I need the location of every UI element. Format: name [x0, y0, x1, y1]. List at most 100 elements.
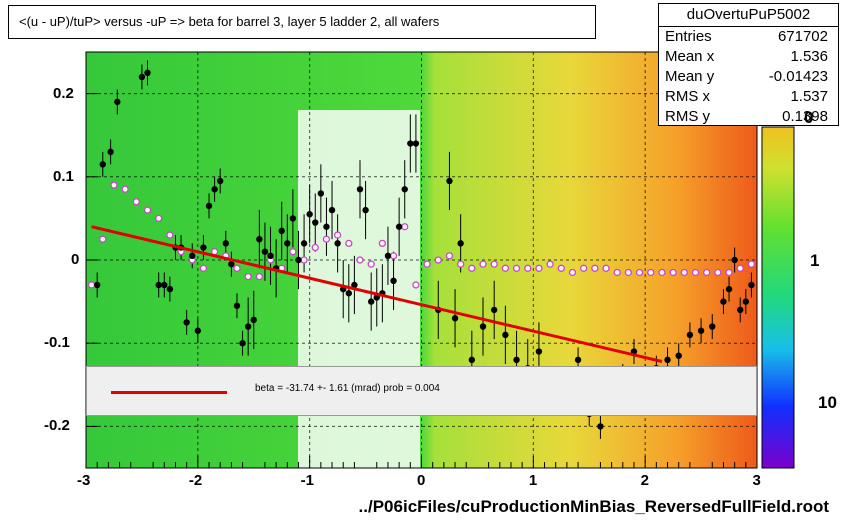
data-point [166, 285, 174, 293]
data-point [334, 240, 341, 247]
data-point [289, 215, 297, 222]
data-point [737, 306, 744, 314]
profile-point [501, 264, 510, 272]
stats-row-entries: Entries 671702 [659, 27, 838, 47]
data-point [731, 256, 738, 264]
x-tick-label: -3 [77, 472, 91, 489]
stats-value: 1.537 [790, 88, 828, 105]
data-point [261, 248, 269, 255]
data-point [306, 211, 313, 218]
data-point [155, 281, 162, 289]
profile-point [468, 264, 476, 272]
profile-point [412, 281, 420, 289]
data-point [709, 323, 716, 330]
data-point [256, 236, 263, 243]
data-point [222, 240, 229, 247]
data-point [250, 316, 257, 324]
data-point [597, 423, 604, 430]
profile-point [546, 260, 554, 268]
profile-point [557, 264, 565, 272]
profile-point [345, 239, 353, 248]
data-point [535, 348, 543, 355]
profile-point [624, 268, 633, 277]
profile-point [479, 260, 487, 268]
y-tick-label: 0 [71, 251, 80, 268]
profile-point [714, 268, 722, 277]
profile-point [725, 268, 733, 277]
data-point [267, 252, 274, 260]
data-point [323, 223, 330, 230]
data-point [390, 277, 397, 284]
profile-point [244, 272, 252, 281]
y-axis-ticks [86, 93, 98, 427]
y-tick-label: -0.1 [44, 334, 70, 352]
y-tick-label: -0.2 [44, 417, 70, 435]
profile-point [456, 260, 465, 268]
data-point [200, 244, 207, 251]
profile-point [289, 248, 297, 256]
profile-point [490, 260, 498, 268]
data-point [114, 98, 121, 106]
z-scale-frame [761, 126, 795, 469]
stats-row-rms-y: RMS y 0.1398 [659, 107, 838, 127]
profile-point [333, 231, 342, 239]
profile-point [389, 252, 398, 260]
z-label-middle: 1 [810, 251, 820, 270]
black-markers [93, 69, 755, 430]
profile-point [121, 185, 129, 193]
profile-point [535, 264, 543, 272]
profile-point [110, 181, 118, 189]
stats-key: RMS y [665, 108, 710, 125]
data-point [300, 240, 308, 247]
profile-point [591, 264, 599, 272]
profile-point [233, 264, 241, 272]
data-point [574, 356, 582, 364]
x-axis-ticks [85, 456, 758, 468]
profile-point [401, 223, 409, 231]
profile-point [580, 264, 588, 272]
data-point [328, 206, 336, 214]
data-point [161, 281, 168, 289]
x-axis-title: ../P06icFiles/cuProductionMinBias_Revers… [358, 497, 829, 516]
data-point [211, 186, 218, 193]
profile-point [747, 260, 756, 268]
stats-key: Mean y [665, 68, 715, 85]
z-label-top: 0 [804, 108, 814, 127]
data-point [407, 140, 414, 147]
data-point [99, 161, 106, 168]
data-point [720, 298, 727, 305]
legend-text: beta = -31.74 +- 1.61 (mrad) prob = 0.00… [255, 383, 440, 394]
profile-point [143, 206, 152, 214]
data-point [446, 177, 453, 185]
x-tick-label: 1 [528, 472, 538, 489]
plot-title: <(u - uP)/tuP> versus -uP => beta for ba… [8, 5, 596, 39]
profile-point [703, 268, 711, 277]
data-point [217, 177, 224, 185]
y-tick-label: 0.1 [53, 167, 74, 185]
profile-point [434, 256, 442, 264]
data-point [183, 319, 190, 326]
data-point [748, 281, 755, 289]
data-point [697, 327, 705, 334]
data-point [189, 252, 196, 260]
profile-point [647, 268, 655, 277]
stats-key: RMS x [665, 88, 710, 105]
profile-point [568, 268, 577, 277]
data-point [194, 327, 202, 334]
stats-title: duOvertuPuP5002 [659, 4, 838, 27]
profile-point [658, 268, 666, 277]
data-point [295, 256, 302, 264]
data-point [312, 219, 319, 226]
x-tick-label: 0 [417, 472, 426, 489]
profile-point [378, 239, 387, 248]
grid-lines [86, 52, 757, 468]
data-point [742, 298, 750, 305]
fit-line [91, 225, 663, 363]
stats-row-mean-x: Mean x 1.536 [659, 47, 838, 67]
data-point [468, 356, 476, 364]
profile-point [524, 264, 532, 272]
profile-point [602, 264, 610, 272]
stats-key: Mean x [665, 48, 715, 65]
data-point [239, 340, 246, 347]
profile-point [512, 264, 521, 272]
